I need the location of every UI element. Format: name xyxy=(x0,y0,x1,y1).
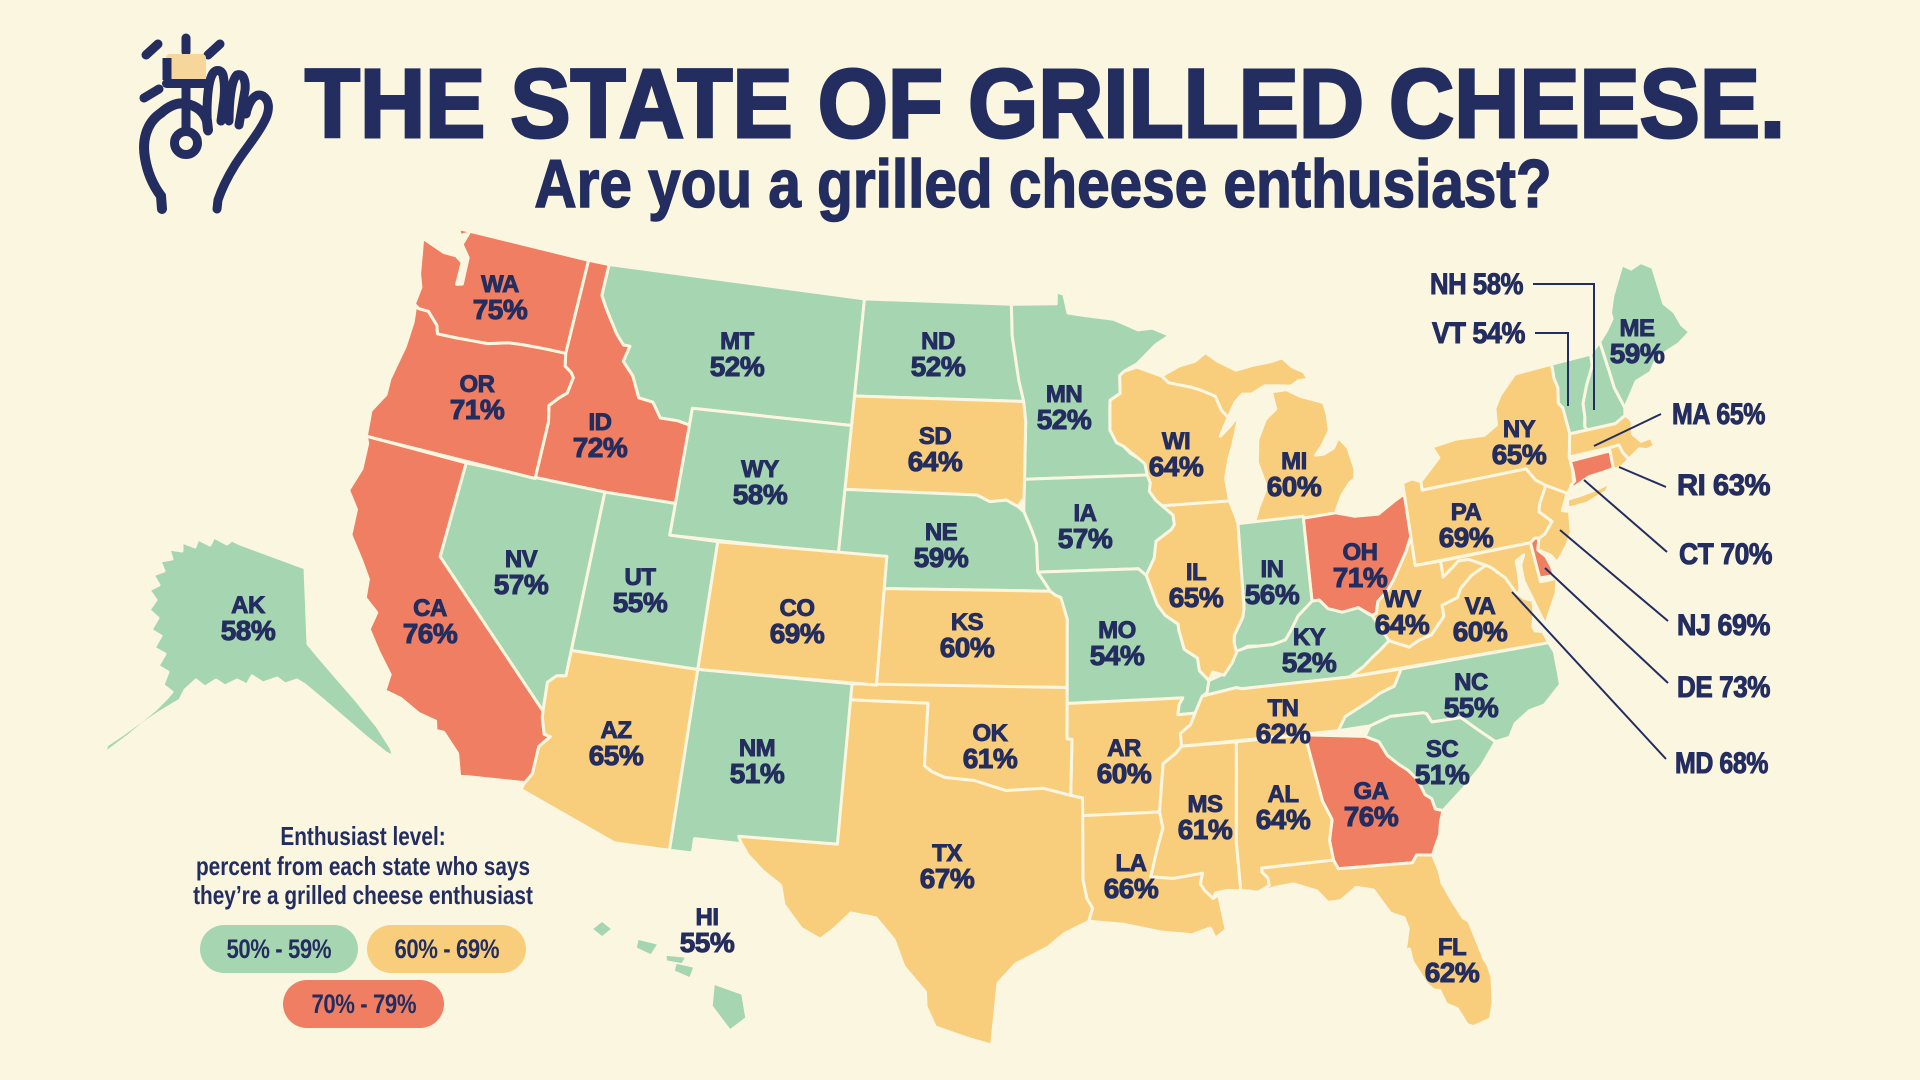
svg-text:OH: OH xyxy=(1343,539,1378,566)
svg-text:RI 63%: RI 63% xyxy=(1677,469,1770,502)
svg-text:64%: 64% xyxy=(908,446,963,477)
svg-text:MT: MT xyxy=(720,328,754,355)
svg-text:61%: 61% xyxy=(1178,814,1233,845)
svg-text:76%: 76% xyxy=(403,618,458,649)
svg-text:MA 65%: MA 65% xyxy=(1672,398,1765,431)
svg-text:60%: 60% xyxy=(1453,616,1508,647)
svg-text:57%: 57% xyxy=(1058,523,1113,554)
svg-text:60%: 60% xyxy=(1097,758,1152,789)
svg-text:NC: NC xyxy=(1454,669,1488,696)
svg-text:52%: 52% xyxy=(911,351,966,382)
svg-text:60%: 60% xyxy=(940,632,995,663)
svg-text:ND: ND xyxy=(921,328,955,355)
svg-text:71%: 71% xyxy=(1333,562,1388,593)
svg-text:55%: 55% xyxy=(613,587,668,618)
svg-text:76%: 76% xyxy=(1344,801,1399,832)
svg-text:55%: 55% xyxy=(680,927,735,958)
svg-text:AK: AK xyxy=(231,592,266,619)
svg-text:WI: WI xyxy=(1162,428,1190,455)
svg-text:56%: 56% xyxy=(1245,579,1300,610)
svg-text:OR: OR xyxy=(460,371,495,398)
svg-text:AL: AL xyxy=(1268,781,1299,808)
svg-text:ME: ME xyxy=(1620,315,1655,342)
svg-text:HI: HI xyxy=(696,904,719,931)
svg-text:64%: 64% xyxy=(1375,609,1430,640)
svg-text:CA: CA xyxy=(413,595,447,622)
svg-text:54%: 54% xyxy=(1090,640,1145,671)
svg-text:MI: MI xyxy=(1281,448,1307,475)
svg-text:69%: 69% xyxy=(1439,522,1494,553)
svg-text:65%: 65% xyxy=(1169,582,1224,613)
svg-text:TN: TN xyxy=(1268,695,1299,722)
svg-text:58%: 58% xyxy=(221,615,276,646)
svg-text:59%: 59% xyxy=(914,542,969,573)
svg-text:55%: 55% xyxy=(1444,692,1499,723)
svg-text:ID: ID xyxy=(589,409,612,436)
svg-text:NJ 69%: NJ 69% xyxy=(1677,609,1770,642)
svg-text:VA: VA xyxy=(1465,593,1496,620)
svg-text:58%: 58% xyxy=(733,479,788,510)
svg-text:UT: UT xyxy=(625,564,657,591)
svg-text:NY: NY xyxy=(1503,416,1536,443)
svg-text:59%: 59% xyxy=(1610,338,1665,369)
svg-text:64%: 64% xyxy=(1149,451,1204,482)
svg-text:KS: KS xyxy=(951,609,984,636)
svg-text:DE 73%: DE 73% xyxy=(1677,671,1770,704)
svg-text:MS: MS xyxy=(1188,791,1223,818)
svg-text:67%: 67% xyxy=(920,863,975,894)
svg-text:WA: WA xyxy=(481,271,519,298)
svg-text:65%: 65% xyxy=(589,740,644,771)
svg-text:AZ: AZ xyxy=(601,717,632,744)
svg-text:OK: OK xyxy=(973,720,1009,747)
svg-text:71%: 71% xyxy=(450,394,505,425)
svg-text:65%: 65% xyxy=(1492,439,1547,470)
svg-text:KY: KY xyxy=(1293,624,1326,651)
svg-text:IA: IA xyxy=(1074,500,1097,527)
svg-text:52%: 52% xyxy=(1282,647,1337,678)
svg-text:IL: IL xyxy=(1186,559,1206,586)
svg-text:IN: IN xyxy=(1261,556,1284,583)
svg-text:NH 58%: NH 58% xyxy=(1430,268,1523,301)
svg-text:NE: NE xyxy=(925,519,958,546)
svg-text:NM: NM xyxy=(739,735,775,762)
svg-text:MO: MO xyxy=(1098,617,1136,644)
svg-text:VT 54%: VT 54% xyxy=(1432,317,1525,350)
svg-text:66%: 66% xyxy=(1104,873,1159,904)
svg-text:FL: FL xyxy=(1438,934,1466,961)
svg-text:CT 70%: CT 70% xyxy=(1679,538,1772,571)
svg-text:62%: 62% xyxy=(1256,718,1311,749)
svg-text:69%: 69% xyxy=(770,618,825,649)
svg-text:51%: 51% xyxy=(1415,759,1470,790)
svg-text:64%: 64% xyxy=(1256,804,1311,835)
svg-text:52%: 52% xyxy=(710,351,765,382)
svg-text:TX: TX xyxy=(932,840,962,867)
svg-text:LA: LA xyxy=(1116,850,1147,877)
svg-text:60%: 60% xyxy=(1267,471,1322,502)
svg-text:72%: 72% xyxy=(573,432,628,463)
svg-text:GA: GA xyxy=(1354,778,1389,805)
svg-text:75%: 75% xyxy=(473,294,528,325)
svg-text:MN: MN xyxy=(1046,381,1082,408)
svg-text:57%: 57% xyxy=(494,569,549,600)
svg-text:61%: 61% xyxy=(963,743,1018,774)
svg-text:CO: CO xyxy=(780,595,815,622)
svg-text:AR: AR xyxy=(1107,735,1141,762)
svg-text:WV: WV xyxy=(1383,586,1421,613)
svg-text:WY: WY xyxy=(741,456,779,483)
svg-text:PA: PA xyxy=(1451,499,1482,526)
svg-text:52%: 52% xyxy=(1037,404,1092,435)
svg-text:SC: SC xyxy=(1426,736,1459,763)
svg-text:51%: 51% xyxy=(730,758,785,789)
svg-text:SD: SD xyxy=(919,423,952,450)
svg-text:62%: 62% xyxy=(1425,957,1480,988)
svg-text:NV: NV xyxy=(505,546,538,573)
svg-text:MD 68%: MD 68% xyxy=(1675,747,1768,780)
